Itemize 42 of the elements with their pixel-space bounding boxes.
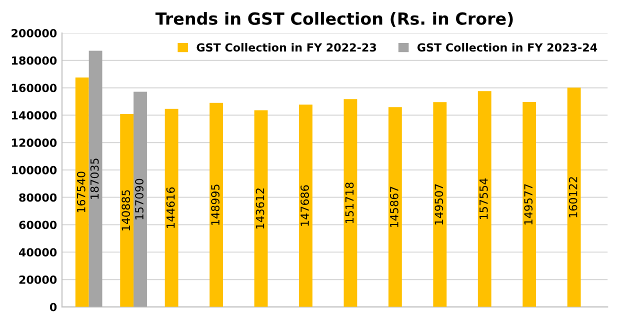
- data-label: 145867: [390, 186, 398, 228]
- bar: [120, 114, 134, 307]
- y-tick-label: 80000: [19, 193, 57, 202]
- y-tick-label: 160000: [12, 84, 57, 92]
- bar: [88, 50, 102, 307]
- bar: [254, 110, 268, 307]
- data-label: 157554: [480, 178, 488, 220]
- legend-label: GST Collection in FY 2023-24: [417, 43, 598, 52]
- data-label: 160122: [568, 177, 578, 218]
- y-tick-label: 60000: [19, 220, 57, 230]
- data-label: 187035: [90, 158, 99, 199]
- data-label: 157090: [135, 178, 144, 220]
- data-label: 148995: [211, 184, 220, 225]
- bar: [134, 92, 147, 307]
- data-label: 151718: [345, 182, 354, 223]
- y-tick-label: 140000: [12, 111, 57, 120]
- y-tick-label: 100000: [12, 166, 57, 174]
- y-tick-label: 40000: [18, 248, 57, 256]
- legend-label: GST Collection in FY 2022-23: [196, 43, 376, 52]
- data-label: 140885: [122, 190, 130, 230]
- y-tick-label: 180000: [12, 56, 57, 65]
- data-label: 144616: [166, 187, 175, 228]
- data-label: 149577: [524, 184, 533, 224]
- bar: [478, 91, 492, 307]
- bar: [388, 107, 402, 307]
- y-tick-label: 0: [50, 302, 57, 312]
- y-tick-label: 120000: [12, 138, 57, 147]
- bar: [75, 77, 89, 307]
- data-label: 149507: [434, 184, 444, 225]
- bar: [344, 99, 358, 307]
- data-label: 167540: [76, 172, 86, 212]
- bar: [522, 102, 536, 307]
- bar: [164, 108, 178, 307]
- bar: [433, 102, 447, 307]
- y-tick-label: 20000: [19, 275, 57, 284]
- bar: [299, 104, 312, 307]
- chart-title: Trends in GST Collection (Rs. in Crore): [155, 12, 513, 27]
- bar: [210, 102, 223, 307]
- data-label: 143612: [256, 188, 264, 229]
- y-tick-label: 200000: [12, 28, 57, 38]
- bar: [567, 88, 581, 307]
- data-label: 147686: [300, 185, 309, 226]
